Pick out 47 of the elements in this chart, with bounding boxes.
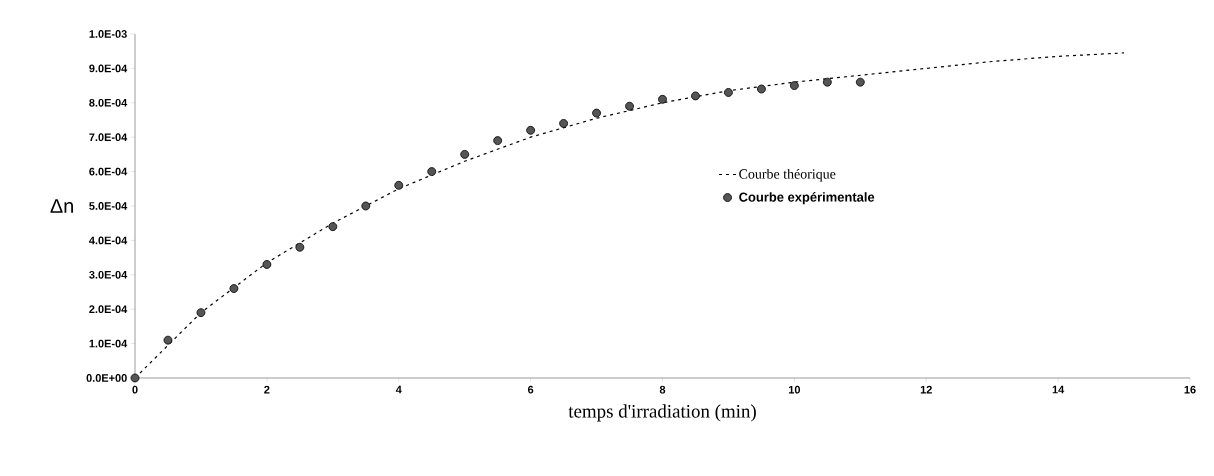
- y-tick-label: 6.0E-04: [89, 167, 128, 176]
- y-tick-label: 1.0E-04: [89, 339, 128, 348]
- y-tick-label: 3.0E-04: [89, 270, 128, 279]
- x-tick-label: 16: [1184, 385, 1196, 394]
- point: [130, 373, 140, 383]
- x-tick-label: 4: [395, 385, 402, 394]
- x-tick-label: 2: [264, 385, 270, 394]
- point: [460, 149, 470, 159]
- point: [196, 308, 206, 318]
- point: [262, 260, 272, 269]
- x-axis-title: temps d'irradiation (min): [568, 404, 756, 422]
- y-axis-title: Δn: [50, 199, 73, 213]
- point: [724, 88, 733, 97]
- legend-label: Courbe expérimentale: [739, 192, 875, 205]
- point: [658, 94, 667, 104]
- y-tick-label: 9.0E-04: [89, 64, 128, 73]
- point: [789, 81, 799, 90]
- y-tick-label: 4.0E-04: [89, 236, 128, 245]
- x-tick-label: 14: [1052, 385, 1065, 394]
- point: [691, 91, 700, 101]
- point: [493, 136, 503, 146]
- point: [328, 222, 338, 232]
- x-tick-label: 6: [527, 385, 534, 394]
- y-tick-label: 1.0E-03: [89, 30, 127, 38]
- x-tick-label: 0: [132, 385, 138, 394]
- point: [855, 77, 865, 87]
- y-tick-label: 7.0E-04: [89, 133, 128, 142]
- point: [822, 77, 832, 87]
- point: [757, 84, 766, 94]
- point: [427, 167, 437, 176]
- point: [592, 108, 601, 118]
- y-tick-label: 2.0E-04: [89, 305, 128, 314]
- y-tick-label: 8.0E-04: [89, 98, 128, 107]
- point: [229, 284, 239, 293]
- x-tick-label: 12: [920, 385, 932, 394]
- point: [394, 180, 404, 190]
- point: [526, 125, 536, 135]
- x-tick-label: 10: [788, 385, 801, 394]
- y-tick-label: 0.0E+00: [86, 374, 127, 382]
- point: [163, 335, 173, 345]
- legend-label: Courbe théorique: [739, 168, 836, 182]
- point: [295, 242, 305, 252]
- x-tick-label: 8: [659, 385, 666, 394]
- point: [361, 201, 371, 211]
- y-tick-label: 5.0E-04: [89, 202, 128, 210]
- point: [559, 119, 568, 128]
- point: [625, 101, 634, 111]
